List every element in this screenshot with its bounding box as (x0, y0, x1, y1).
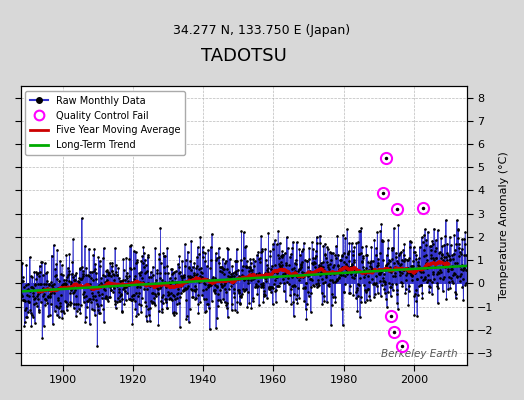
Y-axis label: Temperature Anomaly (°C): Temperature Anomaly (°C) (499, 151, 509, 300)
Text: 34.277 N, 133.750 E (Japan): 34.277 N, 133.750 E (Japan) (173, 24, 351, 37)
Text: Berkeley Earth: Berkeley Earth (381, 349, 457, 359)
Legend: Raw Monthly Data, Quality Control Fail, Five Year Moving Average, Long-Term Tren: Raw Monthly Data, Quality Control Fail, … (26, 91, 185, 155)
Title: TADOTSU: TADOTSU (201, 47, 287, 65)
